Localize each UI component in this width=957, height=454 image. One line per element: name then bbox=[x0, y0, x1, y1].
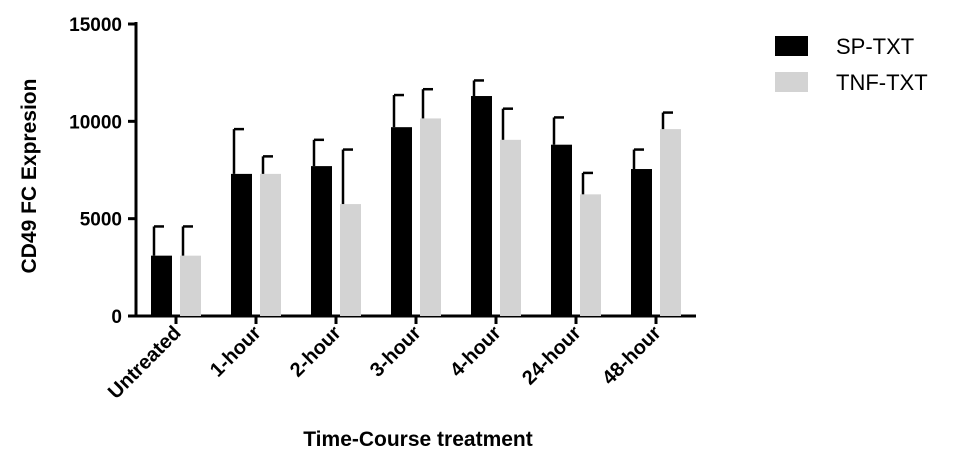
bar-sp-txt bbox=[631, 169, 652, 316]
bar-sp-txt bbox=[311, 166, 332, 316]
x-tick-label: 48-hour bbox=[598, 322, 666, 390]
error-bars bbox=[152, 79, 673, 256]
y-axis: 0 5000 10000 15000 bbox=[69, 15, 138, 328]
x-tick-label: 24-hour bbox=[518, 322, 586, 390]
bar-tnf-txt bbox=[180, 255, 201, 316]
bar-sp-txt bbox=[471, 96, 492, 316]
y-tick-label: 0 bbox=[111, 307, 122, 328]
y-tick-label: 15000 bbox=[69, 15, 122, 36]
bar-tnf-txt bbox=[580, 194, 601, 316]
bar-tnf-txt bbox=[420, 118, 441, 316]
x-axis-title: Time-Course treatment bbox=[303, 428, 533, 451]
x-axis: Untreated 1-hour 2-hour 3-hour 4-hour 24-hour… bbox=[104, 314, 696, 404]
x-tick-label: 2-hour bbox=[286, 322, 346, 382]
bar-sp-txt bbox=[151, 255, 172, 316]
legend: SP-TXT TNF-TXT bbox=[775, 34, 928, 95]
x-tick-label: 1-hour bbox=[206, 322, 266, 382]
y-tick-label: 10000 bbox=[69, 112, 122, 133]
x-tick-label: 4-hour bbox=[446, 322, 506, 382]
x-tick-label: 3-hour bbox=[366, 322, 426, 382]
legend-label-sp-txt: SP-TXT bbox=[836, 34, 914, 59]
bar-sp-txt bbox=[391, 127, 412, 316]
bar-tnf-txt bbox=[500, 139, 521, 316]
bar-tnf-txt bbox=[340, 204, 361, 316]
bar-sp-txt bbox=[231, 173, 252, 316]
bar-tnf-txt bbox=[660, 129, 681, 316]
legend-swatch-tnf-txt bbox=[775, 72, 808, 92]
legend-label-tnf-txt: TNF-TXT bbox=[836, 70, 928, 95]
legend-swatch-sp-txt bbox=[775, 36, 808, 56]
y-tick-label: 5000 bbox=[80, 210, 122, 231]
y-axis-title: CD49 FC Expresion bbox=[18, 79, 41, 274]
bar-tnf-txt bbox=[260, 173, 281, 316]
bar-sp-txt bbox=[551, 144, 572, 316]
bars bbox=[151, 96, 681, 316]
x-tick-label: Untreated bbox=[104, 322, 186, 404]
